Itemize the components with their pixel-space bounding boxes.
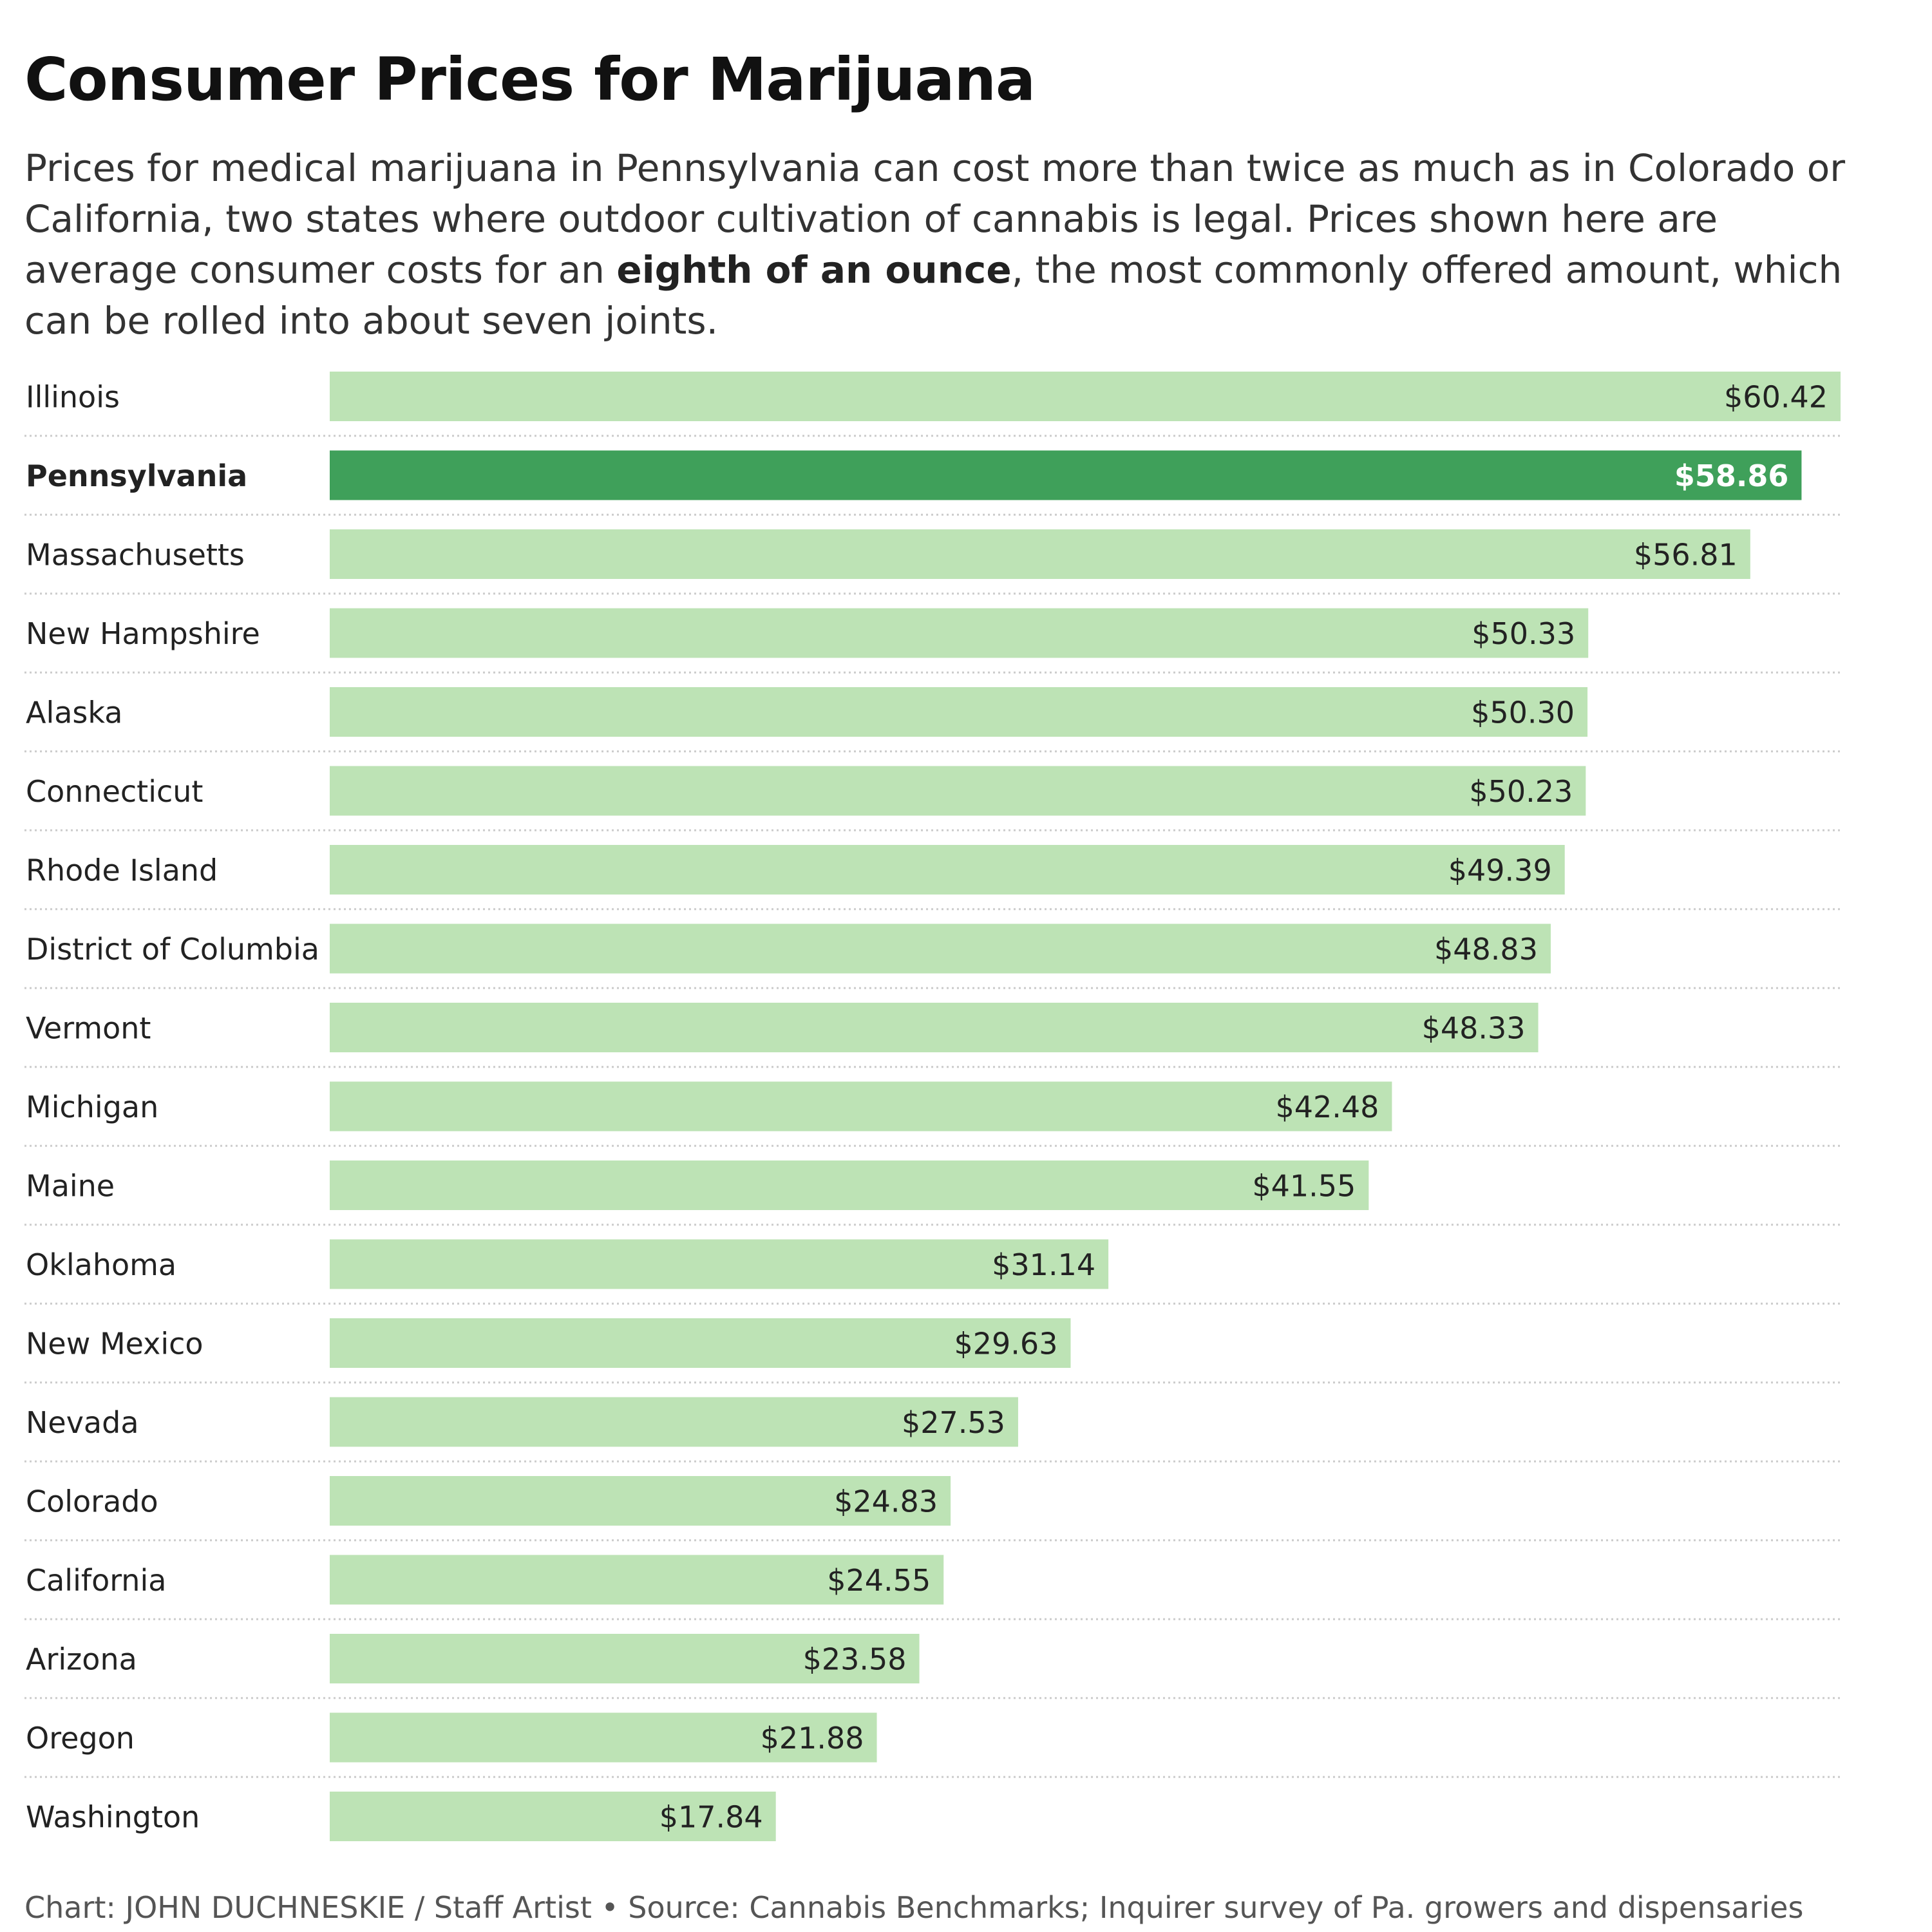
chart-title: Consumer Prices for Marijuana bbox=[24, 45, 1036, 114]
value-label: $27.53 bbox=[902, 1405, 1005, 1440]
category-label: New Mexico bbox=[26, 1327, 204, 1361]
bar-row: Michigan $42.48 bbox=[24, 1081, 1841, 1147]
bar-row: Vermont $48.33 bbox=[24, 1003, 1841, 1068]
category-label: Nevada bbox=[26, 1405, 139, 1440]
category-label: Pennsylvania bbox=[26, 459, 247, 493]
category-label: Michigan bbox=[26, 1090, 158, 1124]
chart-subtitle: Prices for medical marijuana in Pennsylv… bbox=[24, 143, 1879, 346]
category-label: Washington bbox=[26, 1800, 200, 1835]
bar-row: Colorado $24.83 bbox=[24, 1476, 1841, 1542]
value-label: $29.63 bbox=[954, 1327, 1058, 1361]
subtitle-text-end: , the most commonly offered amount, whic… bbox=[24, 248, 1842, 343]
value-label: $41.55 bbox=[1252, 1169, 1356, 1204]
subtitle-emphasis: eighth of an ounce bbox=[616, 248, 1012, 292]
bar-row: New Mexico $29.63 bbox=[24, 1318, 1841, 1384]
value-label: $50.23 bbox=[1469, 774, 1573, 809]
value-label: $21.88 bbox=[761, 1721, 864, 1756]
bar bbox=[330, 1792, 776, 1841]
category-label: California bbox=[26, 1563, 166, 1598]
category-label: Alaska bbox=[26, 696, 122, 730]
chart-credit: Chart: JOHN DUCHNESKIE / Staff Artist • … bbox=[24, 1890, 1804, 1925]
bar-row: Alaska $50.30 bbox=[24, 687, 1841, 753]
bar bbox=[330, 1239, 1109, 1289]
bar-row: Nevada $27.53 bbox=[24, 1397, 1841, 1463]
bar-row: Connecticut $50.23 bbox=[24, 766, 1841, 831]
bar-row: Washington $17.84 bbox=[26, 1792, 776, 1841]
subtitle-text: Prices for medical marijuana in Pennsylv… bbox=[24, 146, 1846, 292]
bar bbox=[330, 923, 1551, 974]
bar bbox=[330, 845, 1565, 895]
value-label: $17.84 bbox=[659, 1800, 763, 1835]
value-label: $23.58 bbox=[803, 1642, 907, 1677]
value-label: $42.48 bbox=[1275, 1090, 1379, 1124]
bar bbox=[330, 1003, 1539, 1052]
bar bbox=[330, 1318, 1071, 1368]
category-label: Maine bbox=[26, 1169, 115, 1204]
category-label: New Hampshire bbox=[26, 616, 260, 651]
bar bbox=[330, 608, 1589, 658]
value-label: $49.39 bbox=[1448, 853, 1552, 888]
bar-row: Rhode Island $49.39 bbox=[24, 845, 1841, 911]
bar-row: Arizona $23.58 bbox=[24, 1634, 1841, 1700]
value-label: $24.83 bbox=[834, 1484, 938, 1519]
category-label: Vermont bbox=[26, 1011, 151, 1046]
value-label: $31.14 bbox=[992, 1247, 1095, 1282]
value-label: $48.83 bbox=[1434, 932, 1538, 967]
category-label: Colorado bbox=[26, 1484, 158, 1519]
category-label: Illinois bbox=[26, 380, 120, 415]
value-label: $56.81 bbox=[1634, 538, 1738, 573]
bar-row: Massachusetts $56.81 bbox=[24, 529, 1841, 595]
category-label: Connecticut bbox=[26, 774, 203, 809]
category-label: Oregon bbox=[26, 1721, 135, 1756]
bar bbox=[330, 1555, 944, 1605]
bar-row: Illinois $60.42 bbox=[24, 372, 1841, 437]
value-label: $24.55 bbox=[827, 1563, 931, 1598]
value-label: $58.86 bbox=[1674, 459, 1789, 493]
bar-row: Oklahoma $31.14 bbox=[24, 1239, 1841, 1305]
bar bbox=[330, 687, 1588, 737]
bar bbox=[330, 1081, 1392, 1132]
bar-row: New Hampshire $50.33 bbox=[24, 608, 1841, 674]
bar bbox=[330, 1397, 1018, 1447]
bar bbox=[330, 1476, 951, 1526]
bar bbox=[330, 529, 1750, 579]
category-label: Rhode Island bbox=[26, 853, 218, 888]
bar bbox=[330, 1712, 877, 1763]
bar-row: California $24.55 bbox=[24, 1555, 1841, 1620]
value-label: $50.33 bbox=[1472, 616, 1575, 651]
value-label: $60.42 bbox=[1724, 380, 1828, 415]
bar bbox=[330, 1634, 920, 1683]
bar bbox=[330, 450, 1802, 500]
category-label: District of Columbia bbox=[26, 932, 319, 967]
category-label: Oklahoma bbox=[26, 1247, 176, 1282]
category-label: Arizona bbox=[26, 1642, 137, 1677]
bar-row: Maine $41.55 bbox=[24, 1160, 1841, 1226]
value-label: $48.33 bbox=[1422, 1011, 1526, 1046]
bar bbox=[330, 766, 1586, 816]
bar-row: Oregon $21.88 bbox=[24, 1712, 1841, 1778]
category-label: Massachusetts bbox=[26, 538, 245, 573]
bar-row: District of Columbia $48.83 bbox=[24, 923, 1841, 989]
bar bbox=[330, 372, 1841, 421]
bar-row: Pennsylvania $58.86 bbox=[24, 450, 1841, 516]
value-label: $50.30 bbox=[1471, 696, 1575, 730]
bar bbox=[330, 1160, 1369, 1210]
